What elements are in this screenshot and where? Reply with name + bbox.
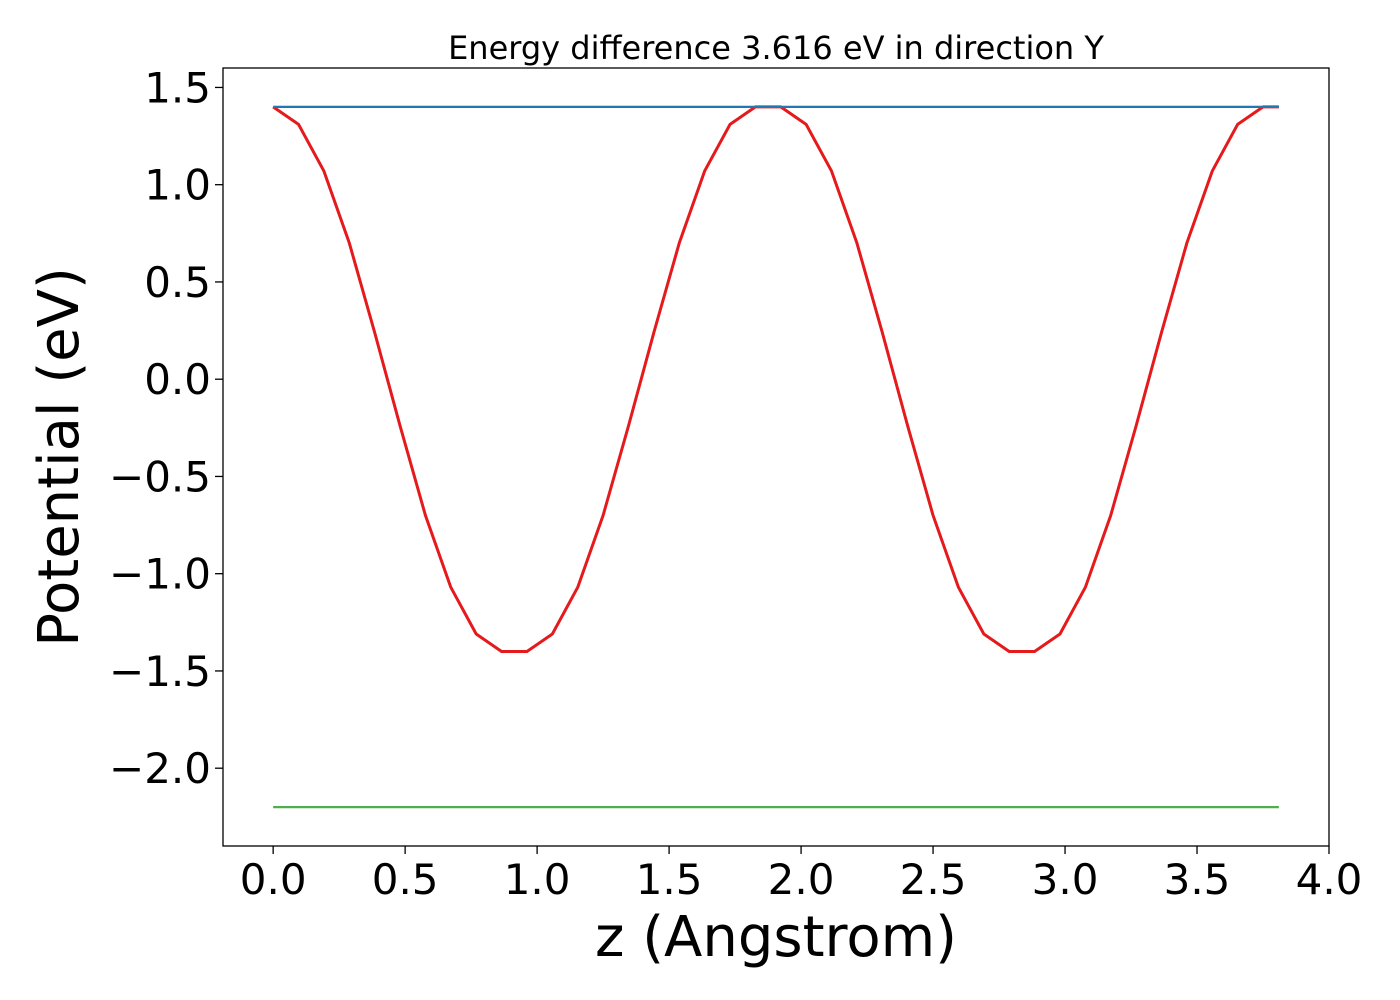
x-tick-label: 0.0 xyxy=(240,855,307,904)
y-tick-label: 0.0 xyxy=(144,355,211,404)
y-tick-label: −1.5 xyxy=(109,647,211,696)
y-tick-label: 1.5 xyxy=(144,63,211,112)
plot-frame xyxy=(222,67,1330,847)
series-layer xyxy=(272,105,1279,809)
y-tick-label: −0.5 xyxy=(109,452,211,501)
y-tick-label: −2.0 xyxy=(109,744,211,793)
x-tick-label: 2.5 xyxy=(900,855,967,904)
x-tick-label: 3.5 xyxy=(1164,855,1231,904)
x-tick-label: 1.5 xyxy=(636,855,703,904)
x-tick-label: 4.0 xyxy=(1296,855,1363,904)
y-axis-label: Potential (eV) xyxy=(27,267,92,647)
x-tick-label: 1.0 xyxy=(504,855,571,904)
y-tick-label: 0.5 xyxy=(144,258,211,307)
chart-title: Energy difference 3.616 eV in direction … xyxy=(448,29,1104,67)
y-axis: 1.5 1.0 0.5 0.0 −0.5 −1.0 −1.5 −2.0 xyxy=(109,63,223,793)
x-tick-label: 0.5 xyxy=(372,855,439,904)
x-tick-label: 3.0 xyxy=(1032,855,1099,904)
y-tick-label: 1.0 xyxy=(144,161,211,210)
y-tick-label: −1.0 xyxy=(109,550,211,599)
x-axis-label: z (Angstrom) xyxy=(595,905,957,970)
x-tick-label: 2.0 xyxy=(768,855,835,904)
x-axis: 0.0 0.5 1.0 1.5 2.0 2.5 3.0 3.5 4.0 xyxy=(240,846,1363,904)
